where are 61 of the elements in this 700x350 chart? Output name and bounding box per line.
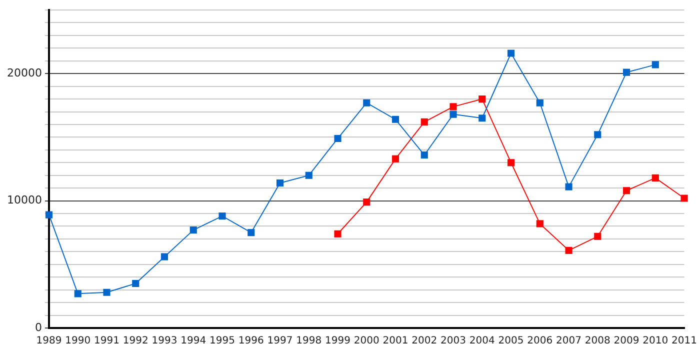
point	[218, 212, 226, 220]
point	[594, 131, 602, 138]
x-tick-label: 1997	[267, 336, 293, 347]
point	[392, 116, 400, 123]
point	[190, 226, 197, 234]
x-tick-label: 2002	[412, 336, 438, 347]
point	[334, 230, 342, 238]
point	[450, 110, 457, 118]
point	[392, 155, 400, 162]
point	[652, 61, 659, 68]
x-tick-label: 1993	[152, 336, 178, 347]
point	[536, 99, 544, 106]
x-tick-label: 2005	[498, 336, 524, 347]
point	[420, 118, 428, 126]
x-tick-label: 2009	[614, 336, 640, 347]
x-tick-label: 2001	[382, 336, 408, 347]
point	[565, 246, 572, 254]
x-tick-label: 2011	[672, 336, 697, 347]
point	[478, 96, 486, 103]
x-tick-label: 1994	[180, 336, 206, 347]
x-tick-label: 1990	[65, 336, 91, 347]
x-tick-label: 1991	[94, 336, 120, 347]
point	[507, 50, 515, 57]
point	[652, 174, 659, 182]
point	[507, 159, 515, 166]
point	[363, 198, 370, 206]
x-tick-label: 1999	[325, 336, 350, 347]
point	[478, 114, 486, 122]
point	[680, 194, 688, 202]
point	[248, 229, 255, 236]
x-tick-label: 2010	[642, 336, 668, 347]
x-tick-label: 2008	[584, 336, 610, 347]
x-tick-label: 1995	[210, 336, 235, 347]
point	[622, 187, 630, 194]
point	[594, 232, 602, 240]
x-tick-label: 1996	[238, 336, 264, 347]
point	[132, 280, 140, 288]
point	[420, 151, 428, 159]
y-tick-label: 10000	[6, 194, 42, 207]
point	[305, 172, 312, 179]
point	[622, 68, 630, 76]
point	[334, 134, 342, 142]
x-tick-label: 2004	[469, 336, 495, 347]
y-tick-label: 0	[34, 320, 42, 334]
point	[103, 288, 110, 296]
x-tick-label: 2000	[354, 336, 380, 347]
x-tick-label: 2003	[440, 336, 466, 347]
x-tick-label: 1998	[296, 336, 322, 347]
x-tick-label: 1989	[36, 336, 62, 347]
point	[363, 99, 370, 106]
point	[536, 220, 544, 228]
point	[74, 290, 82, 298]
point	[276, 179, 284, 187]
point	[565, 183, 572, 190]
point	[160, 253, 168, 260]
x-tick-label: 2006	[527, 336, 553, 347]
x-tick-label: 1992	[122, 336, 148, 347]
y-tick-label: 20000	[6, 66, 42, 80]
x-tick-label: 2007	[556, 336, 582, 347]
point	[45, 211, 53, 218]
point	[450, 103, 457, 110]
